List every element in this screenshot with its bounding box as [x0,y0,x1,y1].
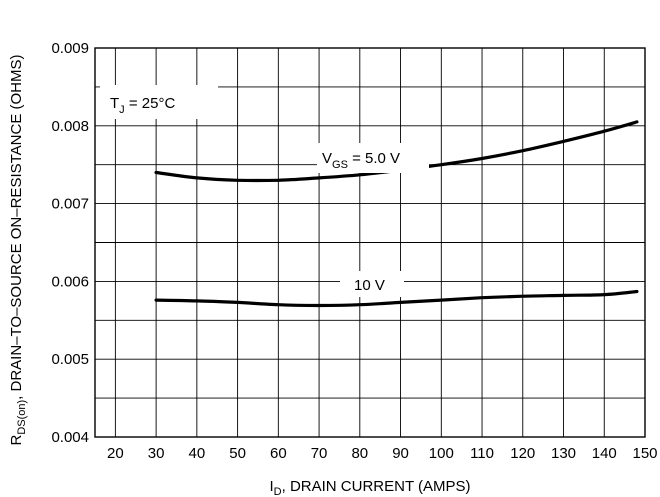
x-tick-label: 100 [429,445,454,462]
x-axis-title: ID, DRAIN CURRENT (AMPS) [269,478,470,497]
x-tick-label: 120 [510,445,535,462]
x-tick-label: 50 [229,445,246,462]
x-tick-label: 40 [189,445,206,462]
vgs10-label-bg [340,271,404,297]
vgs5-label-bg [317,143,429,173]
x-tick-label: 90 [392,445,409,462]
x-tick-label: 30 [148,445,165,462]
vgs10-label: 10 V [354,277,385,294]
x-tick-label: 110 [470,445,494,462]
y-tick-label: 0.006 [51,273,89,290]
x-tick-label: 80 [351,445,368,462]
x-tick-labels: 20 30 40 50 60 70 80 90 100 110 120 130 140 150 [107,445,657,462]
y-tick-label: 0.008 [51,118,89,135]
x-tick-label: 150 [632,445,657,462]
tj-label-bg [100,85,218,119]
plot-frame [94,47,646,438]
vgs5-label: VGS = 5.0 V [322,150,400,171]
x-tick-label: 140 [592,445,617,462]
x-tick-label: 130 [551,445,576,462]
x-tick-label: 70 [311,445,328,462]
series-line-2 [154,289,639,308]
y-tick-labels: 0.004 0.005 0.006 0.007 0.008 0.009 [51,40,89,446]
y-tick-label: 0.009 [51,40,89,57]
x-tick-label: 20 [107,445,124,462]
tj-label: TJ = 25°C [110,95,175,116]
y-tick-label: 0.007 [51,196,89,213]
y-axis-title: RDS(on), DRAIN–TO–SOURCE ON–RESISTANCE (… [8,54,28,445]
y-tick-label: 0.005 [51,351,89,368]
y-tick-label: 0.004 [51,429,89,446]
x-tick-label: 60 [270,445,287,462]
